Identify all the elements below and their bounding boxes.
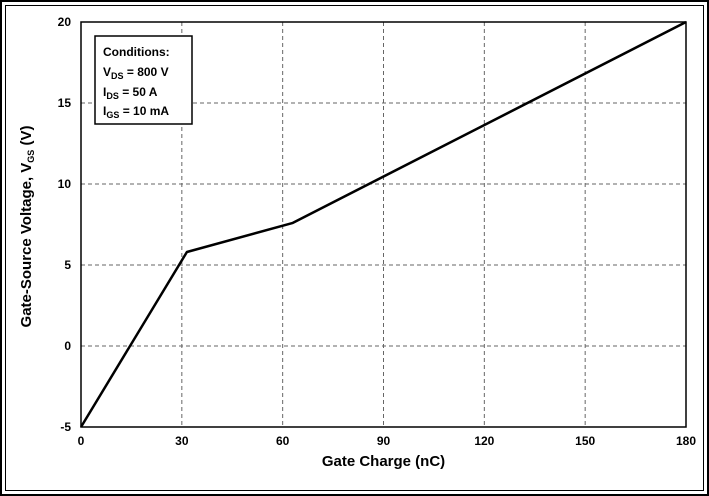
conditions-title: Conditions: xyxy=(103,45,170,59)
x-tick-label: 60 xyxy=(276,434,290,448)
y-axis-title-unit: (V) xyxy=(18,126,35,150)
condition-igs-value: = 10 mA xyxy=(119,104,169,118)
condition-igs-symbol: I xyxy=(103,104,106,118)
condition-vds-value: = 800 V xyxy=(124,65,169,79)
y-tick-label: 0 xyxy=(64,339,71,353)
y-tick-label: 10 xyxy=(58,177,72,191)
series-line xyxy=(79,20,687,428)
y-tick-label: 20 xyxy=(58,15,72,29)
condition-vds: VDS = 800 V xyxy=(103,65,169,81)
condition-ids-sub: DS xyxy=(106,91,119,101)
y-tick-label: 5 xyxy=(64,258,71,272)
x-tick-label: 180 xyxy=(676,434,696,448)
conditions-box: Conditions: VDS = 800 V IDS = 50 A IGS =… xyxy=(94,35,193,125)
plot-area-border xyxy=(80,21,687,428)
x-axis-title: Gate Charge (nC) xyxy=(322,453,445,470)
x-tick-label: 0 xyxy=(78,434,85,448)
condition-ids: IDS = 50 A xyxy=(103,85,158,101)
condition-ids-symbol: I xyxy=(103,85,106,99)
y-axis-title-sub: GS xyxy=(26,150,36,163)
condition-igs-sub: GS xyxy=(106,110,119,120)
tick-labels: 0 30 60 90 120 150 180 -5 0 5 10 15 20 xyxy=(58,15,697,448)
x-tick-label: 90 xyxy=(377,434,391,448)
condition-igs: IGS = 10 mA xyxy=(103,104,169,120)
grid-lines xyxy=(81,22,686,427)
x-tick-label: 120 xyxy=(474,434,494,448)
y-tick-label: -5 xyxy=(60,420,71,434)
y-tick-label: 15 xyxy=(58,96,72,110)
chart-frame-inner xyxy=(5,5,704,491)
y-axis-title-main: Gate-Source Voltage, V xyxy=(18,163,35,328)
x-tick-label: 30 xyxy=(175,434,189,448)
conditions-box-border xyxy=(94,35,193,125)
condition-vds-sub: DS xyxy=(111,71,124,81)
condition-vds-symbol: V xyxy=(103,65,111,79)
condition-ids-value: = 50 A xyxy=(119,85,158,99)
x-tick-label: 150 xyxy=(575,434,595,448)
y-axis-title: Gate-Source Voltage, VGS (V) xyxy=(18,126,36,328)
